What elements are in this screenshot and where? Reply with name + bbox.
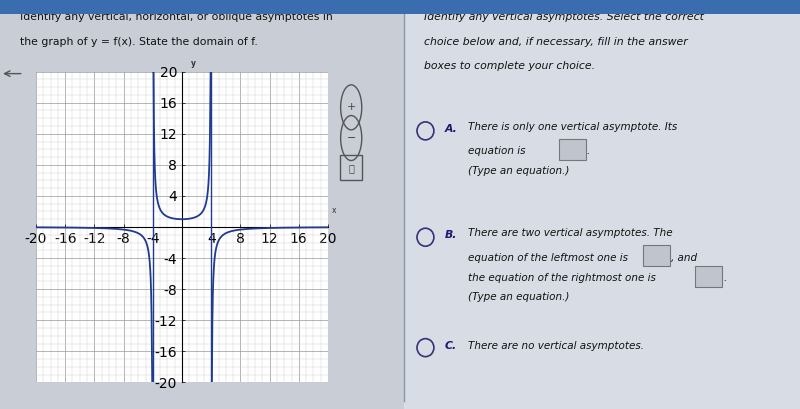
Text: B.: B. <box>445 230 457 240</box>
FancyBboxPatch shape <box>558 139 586 160</box>
Text: equation of the leftmost one is: equation of the leftmost one is <box>468 253 628 263</box>
Text: boxes to complete your choice.: boxes to complete your choice. <box>423 61 594 71</box>
Text: There are two vertical asymptotes. The: There are two vertical asymptotes. The <box>468 228 672 238</box>
Text: (Type an equation.): (Type an equation.) <box>468 166 569 175</box>
Text: the graph of y = f(x). State the domain of f.: the graph of y = f(x). State the domain … <box>20 37 258 47</box>
Text: , and: , and <box>671 253 698 263</box>
FancyBboxPatch shape <box>643 245 670 266</box>
Text: .: . <box>723 273 726 283</box>
Text: There is only one vertical asymptote. Its: There is only one vertical asymptote. It… <box>468 122 677 132</box>
Text: the equation of the rightmost one is: the equation of the rightmost one is <box>468 273 655 283</box>
Text: Identify any vertical, horizontal, or oblique asymptotes in: Identify any vertical, horizontal, or ob… <box>20 12 333 22</box>
Text: (Type an equation.): (Type an equation.) <box>468 292 569 302</box>
Text: +: + <box>346 102 356 112</box>
Text: choice below and, if necessary, fill in the answer: choice below and, if necessary, fill in … <box>423 37 687 47</box>
Text: −: − <box>346 133 356 143</box>
Text: C.: C. <box>445 341 457 351</box>
Text: y: y <box>190 58 196 67</box>
Text: x: x <box>332 206 336 215</box>
Text: Identify any vertical asymptotes. Select the correct: Identify any vertical asymptotes. Select… <box>423 12 703 22</box>
Text: ⛶: ⛶ <box>348 163 354 173</box>
Text: A.: A. <box>445 124 458 134</box>
Text: equation is: equation is <box>468 146 525 156</box>
FancyBboxPatch shape <box>695 266 722 287</box>
Text: .: . <box>586 146 590 156</box>
Text: There are no vertical asymptotes.: There are no vertical asymptotes. <box>468 341 644 351</box>
